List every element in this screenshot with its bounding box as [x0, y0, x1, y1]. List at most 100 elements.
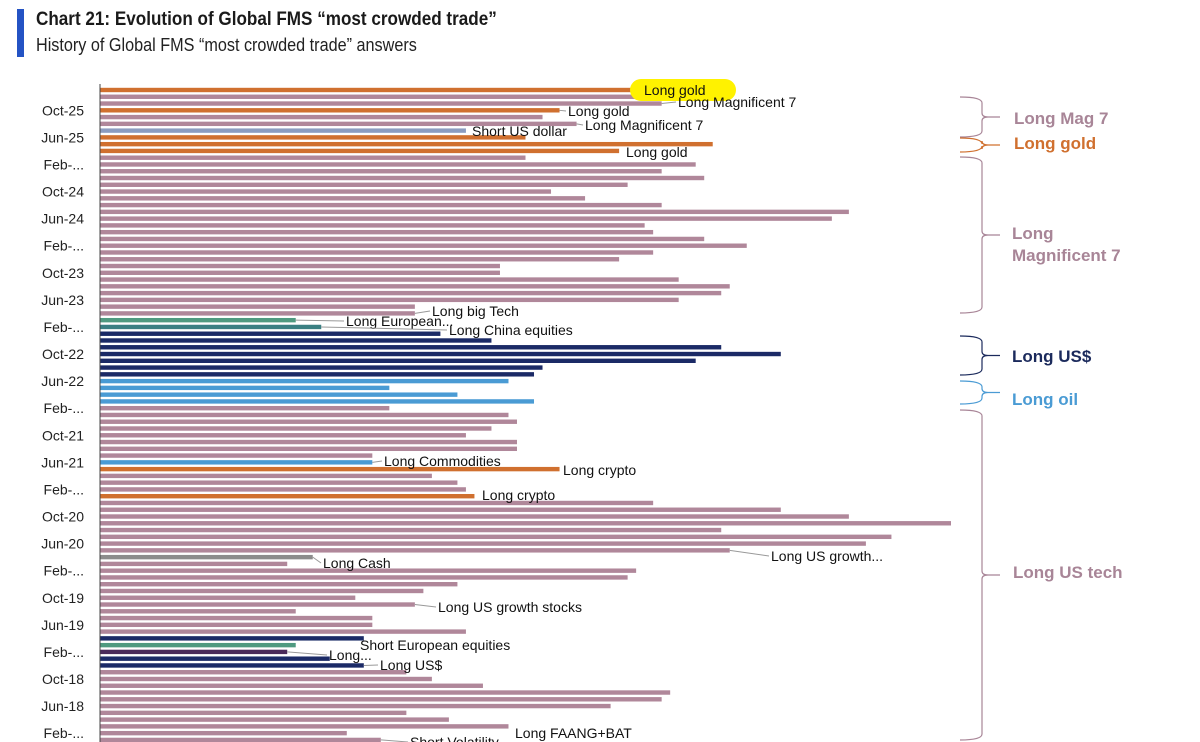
annotation-label: Long US$ [380, 657, 442, 673]
bar [100, 297, 679, 303]
bar [100, 534, 892, 540]
y-tick-label: Feb-... [44, 156, 84, 172]
bar [100, 135, 526, 140]
bar [100, 243, 747, 248]
annotation-label: Short European equities [360, 637, 510, 653]
bar [100, 372, 535, 377]
annotation-label: Long European... [346, 313, 453, 329]
bar [100, 676, 432, 682]
y-tick-label: Oct-20 [42, 509, 84, 525]
y-tick-label: Jun-19 [41, 617, 84, 633]
regime-label: Long Mag 7 [1014, 109, 1108, 128]
bar [100, 609, 296, 614]
bar [100, 670, 407, 675]
bar [100, 399, 535, 404]
annotation-leader [312, 556, 322, 564]
bar [100, 94, 671, 99]
bar [100, 582, 458, 587]
bar [100, 683, 483, 688]
bar [100, 649, 288, 655]
regime-label: Long US$ [1012, 347, 1092, 366]
y-tick-label: Feb-... [44, 563, 84, 579]
bar [100, 128, 466, 133]
y-tick-label: Feb-... [44, 725, 84, 741]
bar [100, 710, 407, 716]
bar [100, 290, 722, 296]
bar [100, 717, 449, 722]
annotation-label: Long gold [644, 82, 706, 98]
annotation-label: Long crypto [563, 462, 636, 478]
annotation-label: Long Cash [323, 555, 391, 571]
annotation-label: Long US growth stocks [438, 599, 582, 615]
bar [100, 385, 390, 391]
bar [100, 196, 586, 201]
y-tick-label: Oct-25 [42, 102, 84, 118]
y-tick-label: Jun-20 [41, 536, 84, 552]
regime-brace [959, 156, 1000, 314]
regime-label: Long US tech [1013, 563, 1123, 582]
bar [100, 588, 424, 594]
annotation-label: Long US growth... [771, 548, 883, 564]
bar [100, 494, 475, 499]
bar [100, 426, 492, 431]
bar [100, 392, 458, 397]
bar [100, 182, 628, 187]
bar [100, 162, 696, 167]
annotation-leader [414, 310, 431, 314]
annotation-highlight [630, 79, 736, 101]
bar [100, 487, 466, 492]
annotation-leader [559, 109, 567, 112]
bar [100, 317, 296, 323]
bar [100, 277, 679, 282]
annotation-leader [287, 651, 328, 656]
regime-label: Long oil [1012, 390, 1078, 409]
bar [100, 324, 322, 330]
y-tick-label: Oct-19 [42, 590, 84, 606]
bar [100, 250, 654, 255]
y-tick-label: Jun-21 [41, 454, 84, 470]
y-tick-label: Feb-... [44, 481, 84, 497]
bar [100, 108, 560, 113]
annotation-leader [372, 460, 383, 463]
chart-subtitle: History of Global FMS “most crowded trad… [36, 35, 417, 55]
annotation-leader [661, 101, 677, 105]
bar [100, 358, 696, 363]
bar [100, 514, 849, 519]
regime-brace [959, 380, 1000, 405]
bar [100, 663, 364, 668]
bar [100, 730, 347, 736]
bar [100, 101, 662, 106]
bar [100, 656, 330, 661]
bar [100, 209, 849, 215]
y-tick-label: Oct-18 [42, 671, 84, 687]
bar [100, 189, 552, 194]
annotation-leader [414, 604, 437, 608]
bar [100, 270, 500, 275]
bar [100, 568, 637, 573]
regime-label: Long Magnificent 7 [1012, 224, 1121, 265]
chart-title: Chart 21: Evolution of Global FMS “most … [36, 9, 497, 30]
bar [100, 87, 637, 93]
bar [100, 615, 373, 621]
annotation-label: Long gold [626, 144, 688, 160]
regime-label: Long gold [1014, 134, 1096, 153]
bar [100, 331, 441, 336]
bar [100, 141, 713, 147]
bar [100, 433, 466, 438]
bar [100, 541, 866, 546]
bar [100, 202, 662, 208]
annotation-leader [295, 319, 345, 322]
bar [100, 378, 509, 384]
annotation-label: Long Magnificent 7 [678, 94, 797, 110]
annotation-label: Short US dollar [472, 123, 567, 139]
annotation-label: Long big Tech [432, 303, 519, 319]
bar [100, 575, 628, 580]
annotation-label: Long Commodities [384, 453, 501, 469]
regime-brace [959, 335, 1000, 376]
y-tick-label: Oct-23 [42, 265, 84, 281]
regime-brace [959, 409, 1000, 741]
annotation-label: Long FAANG+BAT [515, 725, 632, 741]
bar [100, 169, 662, 174]
bar [100, 453, 373, 458]
